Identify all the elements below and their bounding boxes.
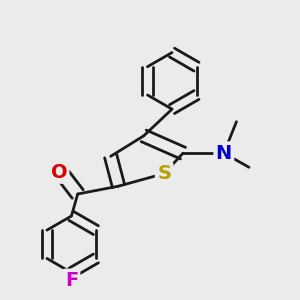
Text: N: N	[216, 144, 232, 163]
Text: O: O	[50, 163, 67, 182]
Text: S: S	[157, 164, 171, 183]
Text: F: F	[65, 271, 78, 290]
